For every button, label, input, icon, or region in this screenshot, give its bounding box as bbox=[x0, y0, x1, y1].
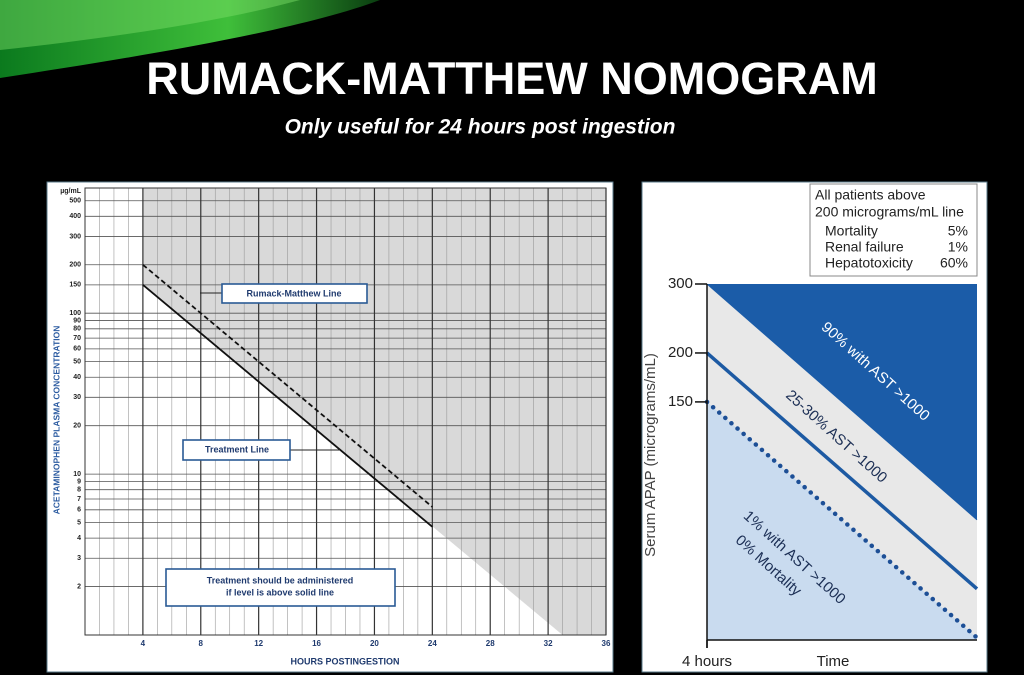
y-tick-label: 300 bbox=[668, 275, 693, 292]
info-box bbox=[809, 183, 978, 277]
note-text: Treatment should be administered bbox=[207, 575, 354, 585]
y-tick-label: 70 bbox=[73, 335, 81, 342]
x-tick-label: 12 bbox=[254, 639, 263, 648]
y-tick-label: 60 bbox=[73, 346, 81, 353]
y-tick-label: 10 bbox=[73, 471, 81, 478]
y-unit: µg/mL bbox=[60, 188, 81, 195]
y-tick-label: 8 bbox=[77, 487, 81, 494]
y-tick-label: 40 bbox=[73, 374, 81, 381]
x-tick-label: 20 bbox=[370, 639, 379, 648]
y-tick-label: 9 bbox=[77, 478, 81, 485]
note-text: if level is above solid line bbox=[226, 587, 334, 597]
y-tick-label: 90 bbox=[73, 317, 81, 324]
slide-subtitle: Only useful for 24 hours post ingestion bbox=[285, 116, 676, 139]
y-tick-label: 7 bbox=[77, 496, 81, 503]
info-value: 1% bbox=[948, 239, 968, 255]
y-axis-label: Serum APAP (micrograms/mL) bbox=[642, 353, 659, 557]
y-tick-label: 400 bbox=[69, 213, 81, 220]
y-axis-label: ACETAMINOPHEN PLASMA CONCENTRATION bbox=[51, 326, 61, 515]
x-axis-label: Time bbox=[817, 653, 850, 670]
plot-frame bbox=[84, 187, 607, 636]
y-tick-label: 2 bbox=[77, 583, 81, 590]
slide-title: RUMACK-MATTHEW NOMOGRAM bbox=[146, 53, 878, 104]
x-tick-label: 8 bbox=[199, 639, 204, 648]
x-tick-label: 24 bbox=[428, 639, 437, 648]
y-tick-label: 200 bbox=[69, 262, 81, 269]
callout-box bbox=[182, 439, 291, 461]
series-line bbox=[706, 283, 978, 521]
y-tick-label: 6 bbox=[77, 507, 81, 514]
info-label: Mortality bbox=[825, 223, 878, 239]
decoration-swoosh bbox=[0, 0, 300, 50]
y-tick-label: 3 bbox=[77, 555, 81, 562]
x-tick-label: 16 bbox=[312, 639, 321, 648]
y-tick-label: 200 bbox=[668, 344, 693, 361]
x-tick-label: 4 hours bbox=[682, 653, 732, 670]
series-line bbox=[142, 264, 433, 508]
y-tick-label: 5 bbox=[77, 519, 81, 526]
y-tick-label: 80 bbox=[73, 326, 81, 333]
x-tick-label: 36 bbox=[602, 639, 611, 648]
y-tick-label: 50 bbox=[73, 358, 81, 365]
info-title: All patients above bbox=[815, 187, 926, 203]
x-tick-label: 28 bbox=[486, 639, 495, 648]
decoration-swoosh bbox=[0, 0, 380, 78]
series-line bbox=[704, 399, 980, 640]
callout-box bbox=[165, 568, 396, 607]
info-label: Hepatotoxicity bbox=[825, 255, 913, 271]
series-line bbox=[142, 284, 433, 528]
callout-label: Rumack-Matthew Line bbox=[246, 288, 341, 298]
y-tick-label: 500 bbox=[69, 198, 81, 205]
x-tick-label: 4 bbox=[141, 639, 146, 648]
x-axis-label: HOURS POSTINGESTION bbox=[290, 656, 399, 666]
y-tick-label: 300 bbox=[69, 233, 81, 240]
callout-label: Treatment Line bbox=[205, 444, 269, 454]
info-label: Renal failure bbox=[825, 239, 904, 255]
y-tick-label: 30 bbox=[73, 394, 81, 401]
region bbox=[707, 284, 977, 589]
y-tick-label: 150 bbox=[668, 393, 693, 410]
info-value: 60% bbox=[940, 255, 968, 271]
y-tick-label: 150 bbox=[69, 282, 81, 289]
info-value: 5% bbox=[948, 223, 968, 239]
callout-box bbox=[221, 283, 368, 304]
series-line bbox=[705, 351, 979, 591]
y-tick-label: 4 bbox=[77, 535, 81, 542]
y-tick-label: 100 bbox=[69, 310, 81, 317]
x-tick-label: 32 bbox=[544, 639, 553, 648]
region bbox=[707, 352, 977, 638]
info-title: 200 micrograms/mL line bbox=[815, 204, 964, 220]
y-tick-label: 20 bbox=[73, 423, 81, 430]
